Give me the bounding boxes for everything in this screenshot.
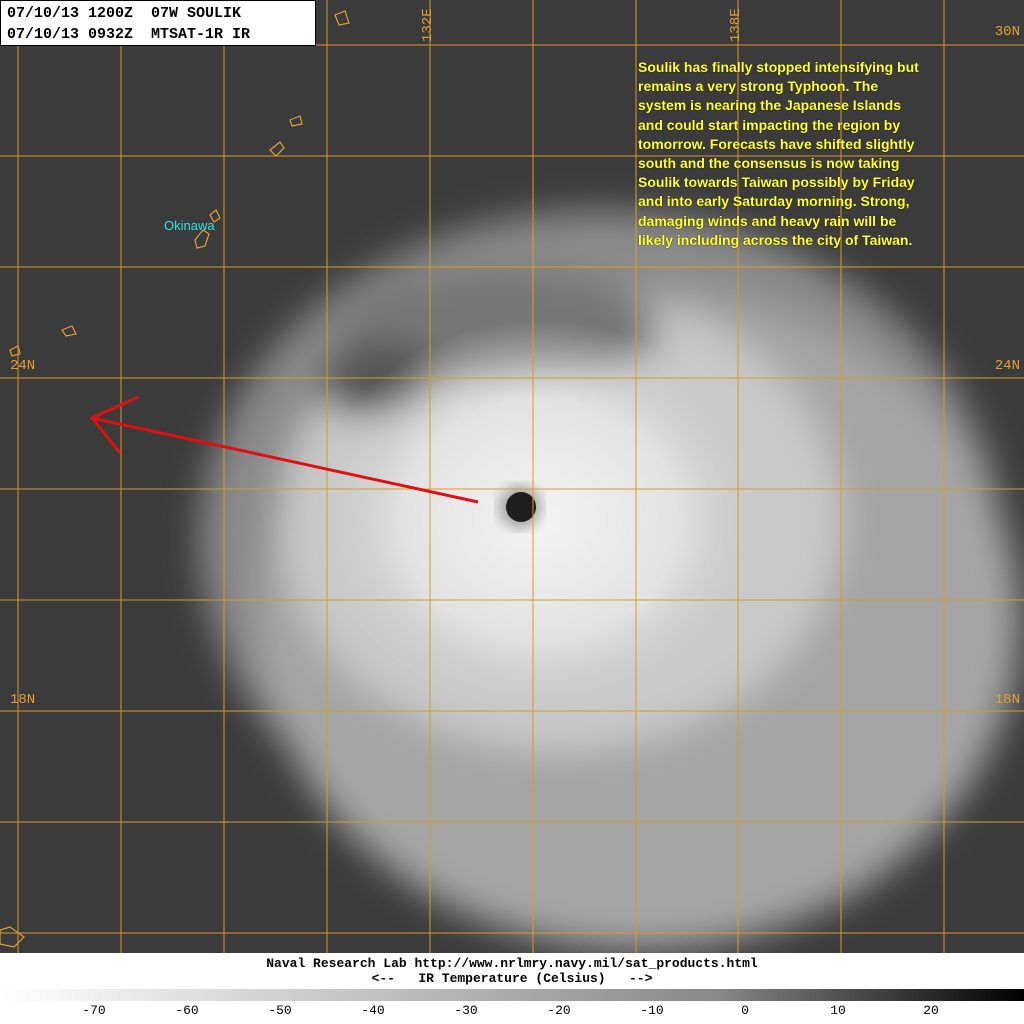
annotation-line: south and the consensus is now taking [638,155,900,172]
footer: Naval Research Lab http://www.nrlmry.nav… [0,953,1024,989]
annotation-line: and could start impacting the region by [638,116,901,133]
annotation-line: Soulik towards Taiwan possibly by Friday [638,174,915,191]
header-line: 07/10/13 1200Z 07W SOULIK [7,5,242,22]
colorbar-tick-label: -40 [361,1003,385,1018]
lat-lon-grid [0,0,1024,953]
footer-line: Naval Research Lab http://www.nrlmry.nav… [266,956,758,971]
lat-label: 24N [994,358,1020,374]
islands [0,10,350,948]
annotation: Soulik has finally stopped intensifying … [638,58,919,250]
lat-label: 18N [10,692,36,708]
place-label: Okinawa [164,218,215,233]
colorbar-tick-label: -70 [82,1003,106,1018]
colorbar-tick-label: 0 [741,1003,749,1018]
colorbar-tick-label: 20 [923,1003,939,1018]
colorbar-tick-label: -50 [268,1003,292,1018]
lat-label: 24N [10,358,36,374]
colorbar-ticks: -70 -60 -50 -40 -30 -20 -10 0 10 20 [0,1001,1024,1024]
annotation-line: remains a very strong Typhoon. The [638,78,879,95]
annotation-line: Soulik has finally stopped intensifying … [638,59,919,75]
annotation-line: tomorrow. Forecasts have shifted slightl… [638,135,915,152]
annotation-line: and into early Saturday morning. Strong, [638,193,910,210]
lon-label: 138E [728,8,744,42]
annotation-line: system is nearing the Japanese Islands [638,97,902,114]
footer-line: <-- IR Temperature (Celsius) --> [371,971,653,986]
colorbar [0,989,1024,1001]
header: 07/10/13 1200Z 07W SOULIK 07/10/13 0932Z … [0,0,316,46]
colorbar-tick-label: -60 [175,1003,199,1018]
lat-label: 18N [994,692,1020,708]
motion-arrow [89,395,479,504]
annotation-line: damaging winds and heavy rain will be [638,212,897,229]
annotation-line: likely including across the city of Taiw… [638,231,913,248]
satellite-image [0,0,1024,953]
lat-label: 30N [994,24,1020,40]
colorbar-tick-label: -30 [454,1003,478,1018]
header-line: 07/10/13 0932Z MTSAT-1R IR [7,26,251,43]
lon-label: 132E [420,8,436,42]
colorbar-tick-label: -20 [547,1003,571,1018]
colorbar-tick-label: -10 [640,1003,664,1018]
colorbar-tick-label: 10 [830,1003,846,1018]
